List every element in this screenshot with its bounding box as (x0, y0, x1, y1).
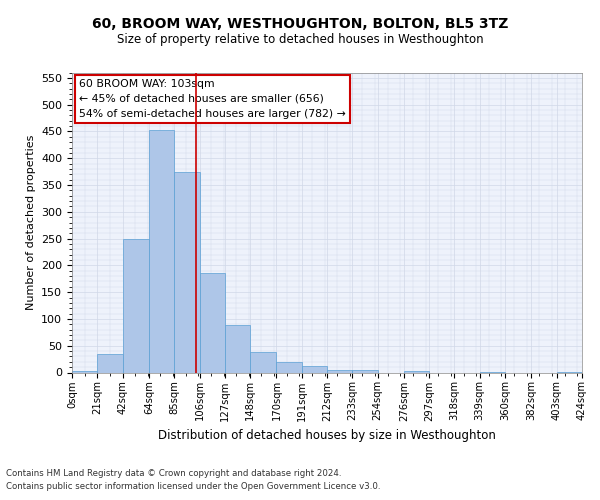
Text: 60 BROOM WAY: 103sqm
← 45% of detached houses are smaller (656)
54% of semi-deta: 60 BROOM WAY: 103sqm ← 45% of detached h… (79, 79, 346, 118)
Text: Size of property relative to detached houses in Westhoughton: Size of property relative to detached ho… (116, 32, 484, 46)
Y-axis label: Number of detached properties: Number of detached properties (26, 135, 35, 310)
Bar (250, 352, 277, 372)
Bar (302, 366, 327, 372)
Bar (122, 238, 149, 372)
Bar (149, 130, 174, 372)
Text: 60, BROOM WAY, WESTHOUGHTON, BOLTON, BL5 3TZ: 60, BROOM WAY, WESTHOUGHTON, BOLTON, BL5… (92, 18, 508, 32)
Bar (352, 370, 377, 372)
Bar (199, 274, 225, 372)
Bar (327, 370, 352, 372)
X-axis label: Distribution of detached houses by size in Westhoughton: Distribution of detached houses by size … (158, 429, 496, 442)
Bar (174, 172, 199, 372)
Text: Contains HM Land Registry data © Crown copyright and database right 2024.: Contains HM Land Registry data © Crown c… (6, 468, 341, 477)
Bar (97, 354, 122, 372)
Text: Contains public sector information licensed under the Open Government Licence v3: Contains public sector information licen… (6, 482, 380, 491)
Bar (277, 362, 302, 372)
Bar (225, 326, 250, 372)
